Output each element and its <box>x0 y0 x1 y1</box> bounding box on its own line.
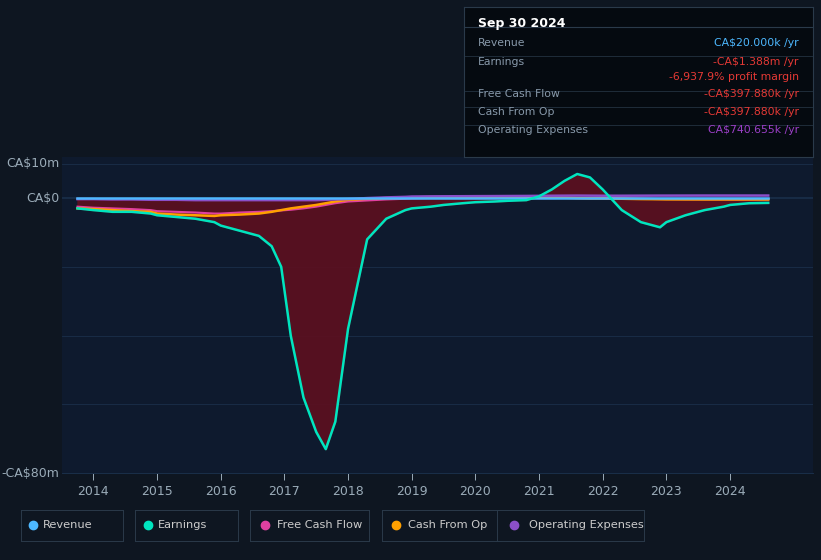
Text: Cash From Op: Cash From Op <box>478 107 554 117</box>
Text: CA$740.655k /yr: CA$740.655k /yr <box>708 125 799 135</box>
Text: -CA$397.880k /yr: -CA$397.880k /yr <box>704 89 799 99</box>
Text: -CA$80m: -CA$80m <box>2 466 59 480</box>
Text: -6,937.9% profit margin: -6,937.9% profit margin <box>669 72 799 82</box>
Text: Sep 30 2024: Sep 30 2024 <box>478 17 566 30</box>
Text: Cash From Op: Cash From Op <box>408 520 488 530</box>
Text: CA$10m: CA$10m <box>6 157 59 170</box>
Text: Operating Expenses: Operating Expenses <box>478 125 588 135</box>
Text: Free Cash Flow: Free Cash Flow <box>277 520 362 530</box>
Text: Free Cash Flow: Free Cash Flow <box>478 89 560 99</box>
Text: Earnings: Earnings <box>478 57 525 67</box>
Text: Operating Expenses: Operating Expenses <box>530 520 644 530</box>
Text: Earnings: Earnings <box>158 520 208 530</box>
Text: Revenue: Revenue <box>478 38 525 48</box>
Text: CA$0: CA$0 <box>26 192 59 204</box>
Text: Revenue: Revenue <box>44 520 93 530</box>
Text: CA$20.000k /yr: CA$20.000k /yr <box>714 38 799 48</box>
Text: -CA$397.880k /yr: -CA$397.880k /yr <box>704 107 799 117</box>
Text: -CA$1.388m /yr: -CA$1.388m /yr <box>713 57 799 67</box>
